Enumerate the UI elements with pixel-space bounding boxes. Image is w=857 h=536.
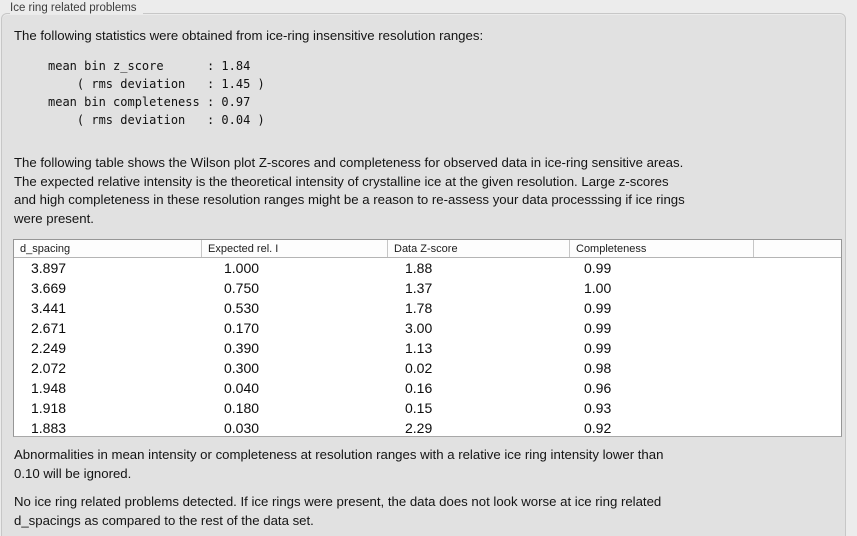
- table-cell: 1.918: [31, 400, 67, 416]
- table-cell: 1.00: [584, 280, 612, 296]
- column-header-completeness[interactable]: Completeness: [570, 240, 754, 257]
- table-cell: 0.16: [405, 380, 433, 396]
- column-header-d-spacing[interactable]: d_spacing: [14, 240, 202, 257]
- table-row[interactable]: 3.897 1.000 1.88 0.99: [14, 258, 841, 278]
- table-cell: 1.883: [31, 420, 67, 436]
- table-cell: 2.249: [31, 340, 67, 356]
- table-row[interactable]: 1.948 0.040 0.16 0.96: [14, 378, 841, 398]
- table-cell: 1.37: [405, 280, 433, 296]
- table-cell: 0.02: [405, 360, 433, 376]
- stats-intro-text: The following statistics were obtained f…: [14, 28, 484, 43]
- table-cell: 0.390: [224, 340, 260, 356]
- table-cell: 1.000: [224, 260, 260, 276]
- table-cell: 3.00: [405, 320, 433, 336]
- column-header-data-z-score[interactable]: Data Z-score: [388, 240, 570, 257]
- table-cell: 0.92: [584, 420, 612, 436]
- table-row[interactable]: 3.441 0.530 1.78 0.99: [14, 298, 841, 318]
- table-cell: 3.897: [31, 260, 67, 276]
- table-cell: 1.88: [405, 260, 433, 276]
- table-row[interactable]: 2.671 0.170 3.00 0.99: [14, 318, 841, 338]
- table-cell: 0.98: [584, 360, 612, 376]
- table-cell: 0.99: [584, 340, 612, 356]
- table-cell: 0.15: [405, 400, 433, 416]
- table-cell: 0.180: [224, 400, 260, 416]
- column-header-expected-rel-i[interactable]: Expected rel. I: [202, 240, 388, 257]
- table-row[interactable]: 2.249 0.390 1.13 0.99: [14, 338, 841, 358]
- ignore-threshold-note: Abnormalities in mean intensity or compl…: [14, 447, 664, 481]
- table-cell: 0.96: [584, 380, 612, 396]
- table-row[interactable]: 1.883 0.030 2.29 0.92: [14, 418, 841, 438]
- table-intro-text: The following table shows the Wilson plo…: [14, 155, 685, 226]
- table-row[interactable]: 2.072 0.300 0.02 0.98: [14, 358, 841, 378]
- table-cell: 0.93: [584, 400, 612, 416]
- column-header-empty[interactable]: [754, 240, 841, 257]
- table-row[interactable]: 3.669 0.750 1.37 1.00: [14, 278, 841, 298]
- table-cell: 1.78: [405, 300, 433, 316]
- table-cell: 0.170: [224, 320, 260, 336]
- groupbox-title: Ice ring related problems: [10, 2, 143, 14]
- ice-ring-table: d_spacing Expected rel. I Data Z-score C…: [13, 239, 842, 437]
- table-cell: 3.441: [31, 300, 67, 316]
- table-cell: 0.040: [224, 380, 260, 396]
- table-body: 3.897 1.000 1.88 0.99 3.669 0.750 1.37 1…: [14, 258, 841, 438]
- verdict-text: No ice ring related problems detected. I…: [14, 494, 662, 528]
- table-cell: 0.530: [224, 300, 260, 316]
- table-cell: 2.072: [31, 360, 67, 376]
- table-cell: 0.300: [224, 360, 260, 376]
- table-cell: 0.030: [224, 420, 260, 436]
- table-cell: 0.99: [584, 320, 612, 336]
- table-cell: 2.671: [31, 320, 67, 336]
- table-cell: 0.99: [584, 260, 612, 276]
- table-header-row: d_spacing Expected rel. I Data Z-score C…: [14, 240, 841, 258]
- table-cell: 0.99: [584, 300, 612, 316]
- table-cell: 1.13: [405, 340, 433, 356]
- table-cell: 1.948: [31, 380, 67, 396]
- stats-summary-block: mean bin z_score : 1.84 ( rms deviation …: [48, 59, 265, 127]
- table-row[interactable]: 1.918 0.180 0.15 0.93: [14, 398, 841, 418]
- table-cell: 3.669: [31, 280, 67, 296]
- table-cell: 0.750: [224, 280, 260, 296]
- table-cell: 2.29: [405, 420, 433, 436]
